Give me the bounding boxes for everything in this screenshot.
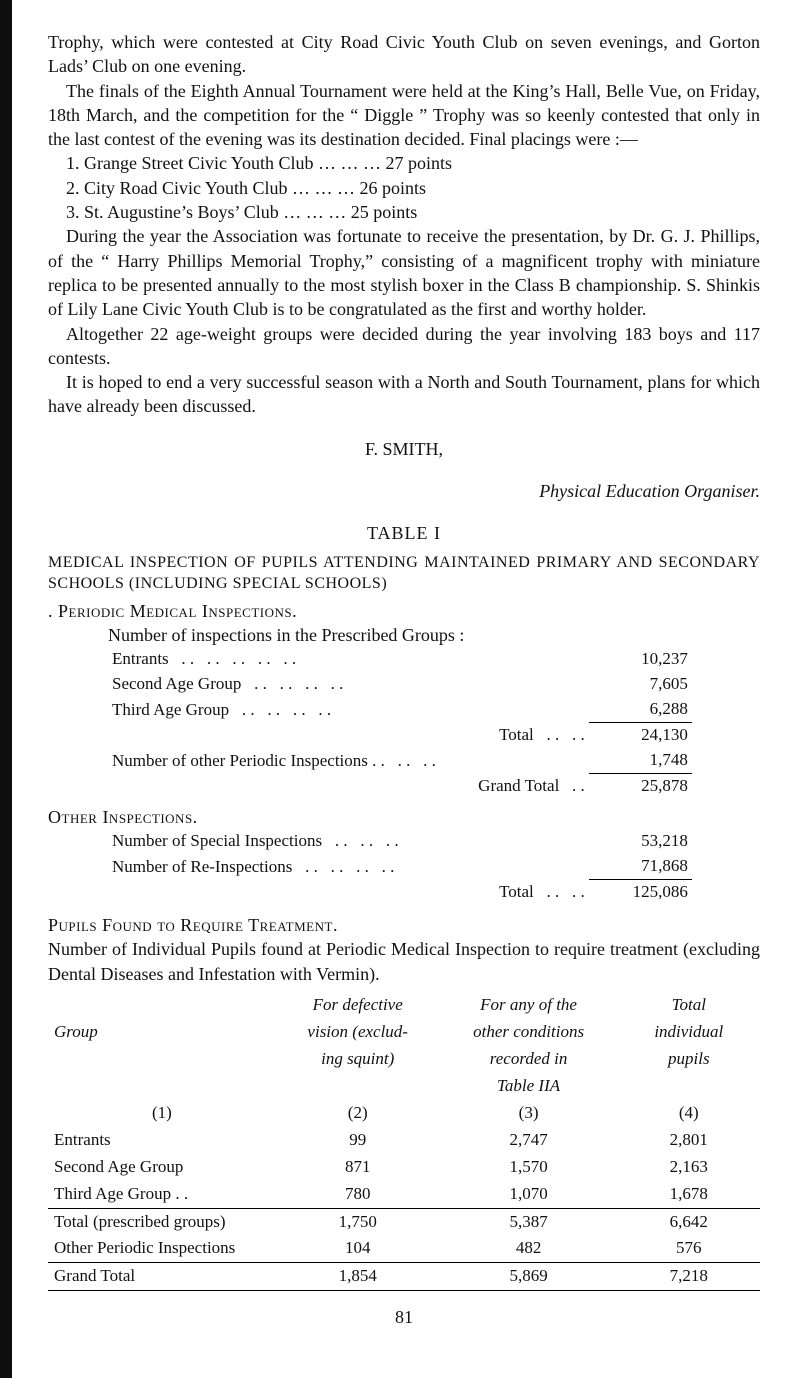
table-heading: TABLE I xyxy=(48,521,760,545)
cell: 482 xyxy=(440,1235,618,1262)
subsection-sub: Number of inspections in the Prescribed … xyxy=(108,623,760,647)
signature-name: F. SMITH, xyxy=(48,437,760,461)
cell: 99 xyxy=(276,1127,440,1154)
cell: 104 xyxy=(276,1235,440,1262)
cell: 2,163 xyxy=(618,1154,760,1181)
row-label: Entrants xyxy=(48,1127,276,1154)
cell: 2,747 xyxy=(440,1127,618,1154)
inspections-table: Entrants . . . . . . . . . . 10,237 Seco… xyxy=(108,647,692,799)
list-item: 1. Grange Street Civic Youth Club … … … … xyxy=(48,151,760,175)
cell: 5,869 xyxy=(440,1263,618,1291)
row-value: 7,605 xyxy=(589,672,692,697)
col-header: Total xyxy=(618,992,760,1019)
col-header: other conditions xyxy=(440,1019,618,1046)
subsection-heading: Other Inspections. xyxy=(48,805,760,829)
row-label: Total (prescribed groups) xyxy=(48,1208,276,1235)
paragraph: It is hoped to end a very successful sea… xyxy=(48,370,760,419)
col-header: pupils xyxy=(618,1046,760,1073)
cell: 1,570 xyxy=(440,1154,618,1181)
row-value: 10,237 xyxy=(589,647,692,672)
cell: 5,387 xyxy=(440,1208,618,1235)
col-number: (3) xyxy=(440,1100,618,1127)
cell: 1,854 xyxy=(276,1263,440,1291)
col-number: (1) xyxy=(48,1100,276,1127)
subsection-heading: Pupils Found to Require Treatment. xyxy=(48,913,760,937)
row-label: Grand Total xyxy=(48,1263,276,1291)
col-number: (4) xyxy=(618,1100,760,1127)
list-item: 3. St. Augustine’s Boys’ Club … … … 25 p… xyxy=(48,200,760,224)
cell: 576 xyxy=(618,1235,760,1262)
row-label: Third Age Group . . . . . . . . xyxy=(108,697,589,722)
row-label: Total . . . . xyxy=(108,723,589,748)
row-label: Entrants . . . . . . . . . . xyxy=(108,647,589,672)
col-header: recorded in xyxy=(440,1046,618,1073)
row-value: 71,868 xyxy=(589,854,692,879)
cell: 1,070 xyxy=(440,1181,618,1208)
row-label: Second Age Group xyxy=(48,1154,276,1181)
paragraph: Altogether 22 age-weight groups were dec… xyxy=(48,322,760,371)
row-value: 6,288 xyxy=(589,697,692,722)
row-label: Number of Special Inspections . . . . . … xyxy=(108,829,589,854)
row-value: 53,218 xyxy=(589,829,692,854)
cell: 780 xyxy=(276,1181,440,1208)
col-header: Group xyxy=(48,1019,276,1046)
row-label: Number of other Periodic Inspections . .… xyxy=(108,748,589,773)
list-item: 2. City Road Civic Youth Club … … … 26 p… xyxy=(48,176,760,200)
paragraph: During the year the Association was fort… xyxy=(48,224,760,321)
cell: 2,801 xyxy=(618,1127,760,1154)
row-label: Second Age Group . . . . . . . . xyxy=(108,672,589,697)
paragraph: The finals of the Eighth Annual Tourname… xyxy=(48,79,760,152)
row-value: 1,748 xyxy=(589,748,692,773)
page-number: 81 xyxy=(48,1305,760,1329)
row-value: 25,878 xyxy=(589,774,692,799)
cell: 1,750 xyxy=(276,1208,440,1235)
row-label: Number of Re-Inspections . . . . . . . . xyxy=(108,854,589,879)
row-label: Grand Total . . xyxy=(108,774,589,799)
row-value: 125,086 xyxy=(589,880,692,905)
subsection-heading: . Periodic Medical Inspections. xyxy=(48,599,760,623)
col-header: For any of the xyxy=(440,992,618,1019)
col-header: vision (exclud- xyxy=(276,1019,440,1046)
col-header: For defective xyxy=(276,992,440,1019)
col-header: individual xyxy=(618,1019,760,1046)
cell: 7,218 xyxy=(618,1263,760,1291)
col-header xyxy=(48,992,276,1019)
col-header: Table IIA xyxy=(440,1073,618,1100)
document-page: Trophy, which were contested at City Roa… xyxy=(0,0,800,1378)
row-label: Other Periodic Inspections xyxy=(48,1235,276,1262)
signature-role: Physical Education Organiser. xyxy=(48,479,760,503)
page-edge-bar xyxy=(0,0,12,1378)
cell: 6,642 xyxy=(618,1208,760,1235)
row-label: Total . . . . xyxy=(108,880,589,905)
cell: 871 xyxy=(276,1154,440,1181)
paragraph: Number of Individual Pupils found at Per… xyxy=(48,937,760,986)
section-title: MEDICAL INSPECTION OF PUPILS ATTENDING M… xyxy=(48,552,760,595)
row-value: 24,130 xyxy=(589,723,692,748)
col-header: ing squint) xyxy=(276,1046,440,1073)
row-label: Third Age Group . . xyxy=(48,1181,276,1208)
other-inspections-table: Number of Special Inspections . . . . . … xyxy=(108,829,692,905)
cell: 1,678 xyxy=(618,1181,760,1208)
paragraph: Trophy, which were contested at City Roa… xyxy=(48,30,760,79)
treatment-table: For defective For any of the Total Group… xyxy=(48,992,760,1291)
col-number: (2) xyxy=(276,1100,440,1127)
